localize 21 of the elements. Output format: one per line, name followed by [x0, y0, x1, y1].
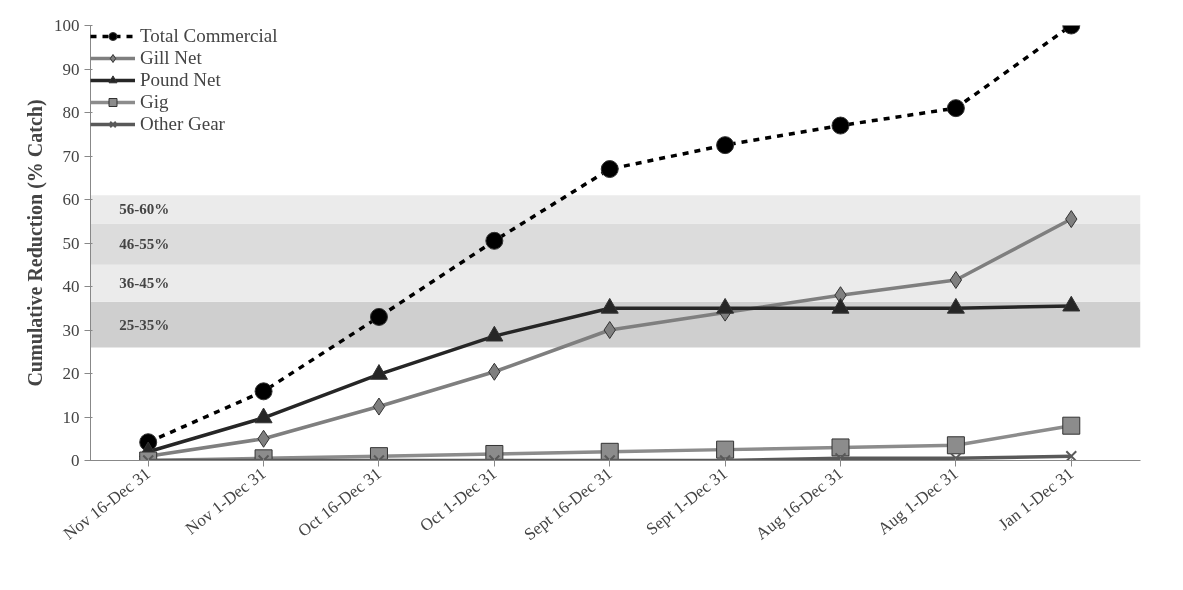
y-tick-label: 10: [62, 407, 80, 427]
y-tick-label: 0: [71, 451, 80, 470]
y-tick-label: 70: [62, 146, 80, 166]
legend-label: Pound Net: [140, 69, 221, 91]
y-tick-label: 60: [62, 190, 80, 209]
y-tick-label: 80: [62, 103, 80, 122]
y-tick-label: 90: [62, 59, 80, 79]
y-axis-title: Cumulative Reduction (% Catch): [24, 99, 47, 387]
y-tick-label: 30: [62, 320, 80, 340]
legend-label: Gig: [140, 91, 169, 113]
legend-label: Other Gear: [140, 113, 225, 135]
legend-label: Gill Net: [140, 47, 202, 69]
y-tick-label: 50: [62, 233, 80, 253]
legend-label: Total Commercial: [140, 25, 278, 47]
band-label: 36-45%: [119, 275, 170, 292]
y-tick-label: 100: [54, 16, 80, 35]
band-label: 46-55%: [119, 236, 170, 253]
y-tick-label: 20: [62, 364, 80, 383]
band-label: 56-60%: [119, 201, 170, 218]
y-tick-label: 40: [62, 277, 80, 296]
band-label: 25-35%: [119, 316, 170, 333]
